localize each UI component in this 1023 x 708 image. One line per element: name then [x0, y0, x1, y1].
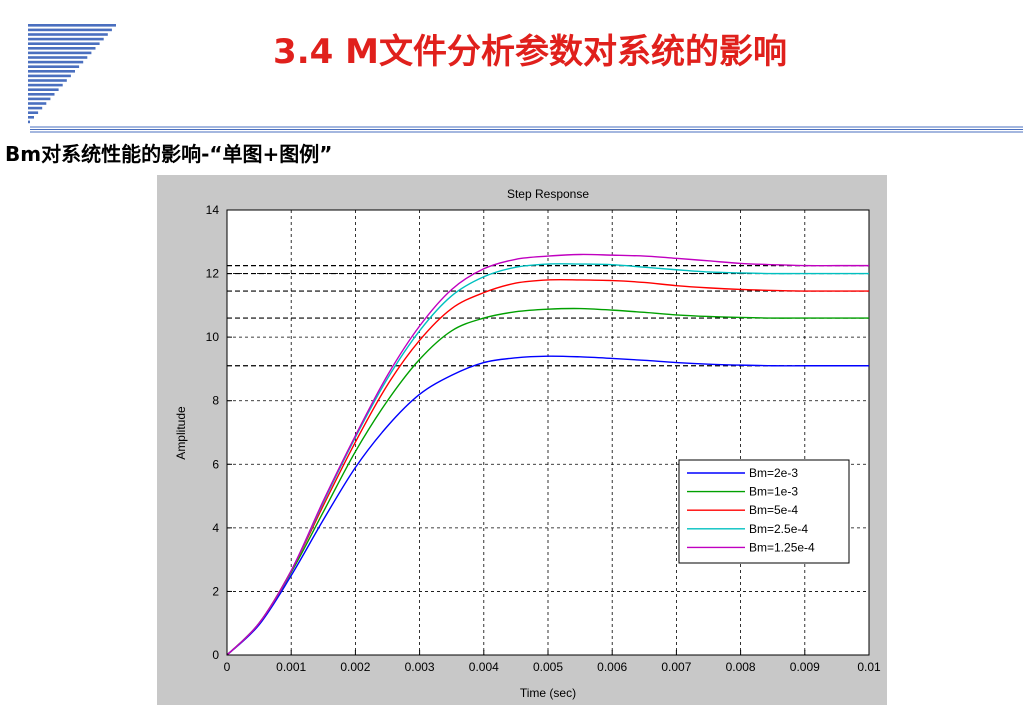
logo-stripe — [28, 56, 88, 59]
x-tick-label: 0.006 — [597, 660, 627, 674]
x-tick-label: 0 — [224, 660, 231, 674]
logo-stripe — [28, 93, 55, 96]
legend-entry: Bm=2e-3 — [749, 466, 798, 480]
logo-stripe — [28, 111, 39, 114]
chart-title: Step Response — [507, 187, 589, 201]
logo-stripe — [28, 42, 100, 45]
logo-stripes-icon — [28, 24, 116, 124]
logo-stripe — [28, 37, 104, 41]
logo-stripe — [28, 51, 92, 55]
legend-entry: Bm=5e-4 — [749, 503, 798, 517]
y-tick-label: 0 — [212, 648, 219, 662]
y-tick-label: 12 — [206, 267, 220, 281]
series-line-2 — [226, 307, 869, 656]
logo-stripe — [28, 97, 51, 101]
y-axis-label: Amplitude — [174, 406, 188, 460]
logo-stripe — [28, 70, 75, 73]
header-divider — [30, 126, 1023, 133]
series-line-4 — [226, 263, 869, 656]
y-tick-label: 6 — [212, 457, 219, 471]
x-tick-label: 0.001 — [276, 660, 306, 674]
slide-title: 3.4 M文件分析参数对系统的影响 — [273, 32, 787, 72]
logo-stripe — [28, 120, 30, 124]
logo-stripe — [28, 28, 112, 32]
logo-stripe — [28, 60, 84, 64]
x-tick-label: 0.002 — [340, 660, 370, 674]
series-line-3 — [226, 278, 869, 656]
series-line-1 — [226, 355, 869, 656]
logo-stripe — [28, 74, 71, 78]
y-tick-label: 10 — [206, 330, 220, 344]
y-tick-label: 2 — [212, 584, 219, 598]
logo-stripe — [28, 47, 96, 50]
logo-stripe — [28, 24, 116, 27]
x-tick-label: 0.009 — [790, 660, 820, 674]
x-tick-label: 0.008 — [726, 660, 756, 674]
y-tick-label: 4 — [212, 521, 219, 535]
x-tick-label: 0.007 — [661, 660, 691, 674]
series-line-5 — [226, 253, 869, 656]
step-response-chart: 0 0.001 0.002 0.003 0.004 0.005 0.006 0.007 0.00… — [174, 187, 881, 700]
legend: Bm=2e-3 Bm=1e-3 Bm=5e-4 Bm=2.5e-4 Bm=1.25e-4 — [678, 459, 850, 564]
legend-box — [678, 459, 850, 564]
x-axis-label: Time (sec) — [520, 686, 576, 700]
logo-stripe — [28, 33, 108, 36]
section-heading: Bm对系统性能的影响-“单图+图例” — [5, 142, 333, 166]
x-tick-label: 0.01 — [857, 660, 881, 674]
logo-stripe — [28, 116, 34, 119]
logo-stripe — [28, 106, 43, 110]
legend-entry: Bm=1e-3 — [749, 485, 798, 499]
x-tick-label: 0.003 — [405, 660, 435, 674]
logo-stripe — [28, 83, 63, 87]
chart-figure: 0 0.001 0.002 0.003 0.004 0.005 0.006 0.007 0.00… — [157, 175, 887, 705]
x-tick-label: 0.005 — [533, 660, 563, 674]
logo-stripe — [28, 65, 80, 68]
x-tick-label: 0.004 — [469, 660, 499, 674]
legend-entry: Bm=1.25e-4 — [749, 540, 815, 554]
y-tick-label: 8 — [212, 394, 219, 408]
legend-entry: Bm=2.5e-4 — [749, 522, 808, 536]
logo-stripe — [28, 79, 67, 82]
logo-stripe — [28, 88, 59, 91]
y-tick-label: 14 — [206, 203, 220, 217]
logo-stripe — [28, 102, 47, 105]
